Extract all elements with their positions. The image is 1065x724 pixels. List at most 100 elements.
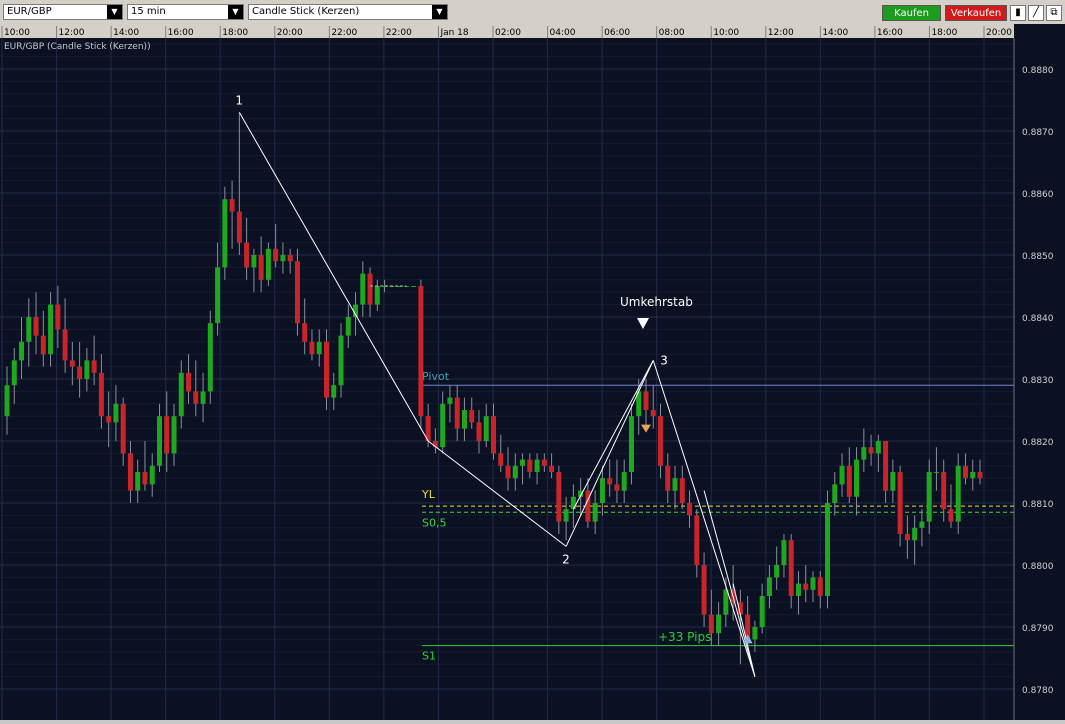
candle-body	[585, 490, 591, 522]
candle-body	[817, 577, 823, 596]
candle-body	[55, 304, 61, 330]
entry-marker-icon	[640, 424, 651, 433]
sell-button[interactable]: Verkaufen	[945, 5, 1007, 21]
candle-body	[868, 447, 874, 454]
candle-body	[142, 472, 148, 485]
pattern-drawings: 1 2 3 Umkehrstab +33 Pips	[235, 93, 756, 677]
trend-line	[703, 490, 756, 677]
candle-body	[273, 248, 279, 262]
chart-style-dropdown[interactable]: Candle Stick (Kerzen) ▼	[248, 4, 448, 20]
candle-body	[374, 286, 380, 305]
bars-icon[interactable]: ▮	[1010, 5, 1026, 21]
candle-body	[679, 478, 685, 503]
y-tick-label: 0.8820	[1022, 438, 1054, 448]
candle-body	[33, 317, 39, 336]
candle-body	[236, 211, 242, 243]
symbol-dropdown[interactable]: EUR/GBP ▼	[3, 4, 123, 20]
candle-body	[302, 323, 308, 342]
y-tick-label: 0.8860	[1022, 190, 1054, 200]
price-chart[interactable]: 10:00 12:00 14:00 16:00 18:00 20:00 22:00 22:00…	[0, 24, 1065, 720]
x-tick-label: 12:00	[768, 28, 794, 38]
candle-body	[861, 447, 867, 460]
y-tick-label: 0.8850	[1022, 252, 1054, 262]
interval-dropdown[interactable]: 15 min ▼	[127, 4, 244, 20]
x-tick-label: 16:00	[168, 28, 194, 38]
candle-body	[854, 459, 860, 497]
candle-body	[316, 341, 322, 355]
candle-body	[541, 459, 547, 466]
x-tick-label: Jan 18	[439, 28, 468, 38]
candle-body	[933, 472, 939, 473]
candle-body	[846, 465, 852, 497]
candle-body	[897, 472, 903, 534]
candle-body	[396, 286, 402, 287]
chevron-down-icon[interactable]: ▼	[107, 5, 122, 19]
candle-body	[766, 577, 772, 596]
x-axis: 10:00 12:00 14:00 16:00 18:00 20:00 22:00 22:00…	[0, 24, 1014, 38]
candle-body	[120, 403, 126, 454]
pattern-point-label: 2	[562, 552, 570, 566]
candles	[4, 112, 983, 665]
candle-body	[91, 360, 97, 373]
candle-body	[40, 335, 46, 355]
candle-body	[251, 255, 257, 268]
candle-body	[156, 416, 162, 466]
candle-body	[164, 416, 170, 454]
level-label: YL	[421, 488, 436, 501]
candle-body	[4, 385, 10, 417]
candle-body	[832, 484, 838, 503]
x-axis-bar	[0, 24, 1014, 38]
chevron-down-icon[interactable]: ▼	[228, 5, 243, 19]
candle-body	[411, 286, 417, 287]
draw-line-icon[interactable]: ╱	[1028, 5, 1044, 21]
candle-body	[62, 329, 68, 361]
candle-body	[338, 335, 344, 386]
candle-body	[665, 465, 671, 491]
chevron-down-icon[interactable]: ▼	[432, 5, 447, 19]
symbol-value: EUR/GBP	[7, 6, 52, 17]
trend-line	[427, 440, 567, 547]
candle-body	[723, 589, 729, 615]
candle-body	[970, 472, 976, 479]
y-axis: 0.8780 0.8790 0.8800 0.8810 0.8820 0.8830 0.88…	[1013, 38, 1065, 720]
buy-button[interactable]: Kaufen	[882, 5, 941, 21]
candle-body	[912, 527, 918, 541]
candle-body	[106, 416, 112, 423]
grid-lines	[0, 38, 1014, 720]
candle-body	[447, 397, 453, 404]
candle-body	[875, 441, 881, 454]
candle-body	[215, 267, 221, 324]
candle-body	[84, 360, 90, 379]
candle-body	[919, 521, 925, 528]
x-tick-label: 02:00	[495, 28, 521, 38]
candle-body	[941, 472, 947, 510]
candle-body	[556, 472, 562, 522]
candle-body	[440, 403, 446, 448]
candle-body	[222, 199, 228, 268]
x-tick-label: 20:00	[277, 28, 303, 38]
chart-background	[0, 24, 1065, 720]
candle-body	[505, 465, 511, 479]
candle-body	[694, 515, 700, 565]
popout-icon[interactable]: ⧉	[1046, 5, 1062, 21]
y-axis-bar	[1015, 38, 1065, 720]
candle-body	[149, 465, 155, 485]
candle-body	[926, 472, 932, 522]
candle-body	[578, 490, 584, 497]
x-tick-label: 10:00	[713, 28, 739, 38]
x-tick-label: 18:00	[222, 28, 248, 38]
toolbar: EUR/GBP ▼ 15 min ▼ Candle Stick (Kerzen)…	[0, 0, 1065, 25]
x-tick-label: 04:00	[550, 28, 576, 38]
candle-body	[48, 304, 54, 355]
candle-body	[607, 478, 613, 485]
candle-body	[432, 441, 438, 448]
y-tick-label: 0.8870	[1022, 128, 1054, 138]
candle-body	[294, 261, 300, 324]
candle-body	[745, 614, 751, 640]
y-tick-label: 0.8880	[1022, 66, 1054, 76]
pattern-point-label: 3	[660, 353, 668, 367]
candle-body	[360, 273, 366, 305]
candle-body	[599, 478, 605, 503]
candle-body	[527, 459, 533, 472]
level-label: S0,5	[422, 516, 446, 529]
